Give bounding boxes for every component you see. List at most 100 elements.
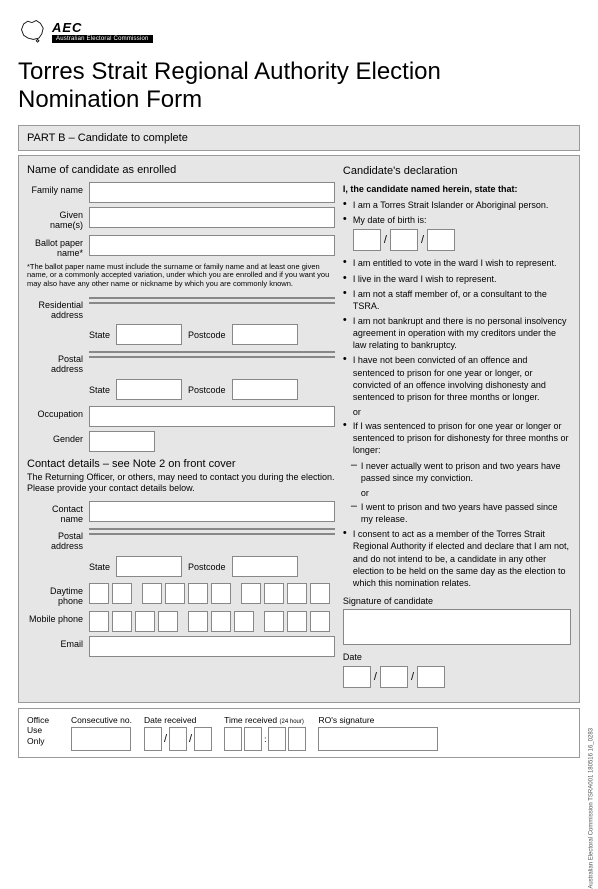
declaration-subitem: I went to prison and two years have pass…	[351, 501, 571, 525]
or-text: or	[361, 487, 571, 499]
main-panel: Name of candidate as enrolled Family nam…	[18, 155, 580, 703]
time-received-box[interactable]	[244, 727, 262, 751]
postcode-label: Postcode	[188, 330, 226, 340]
daytime-phone-box[interactable]	[112, 583, 132, 604]
part-b-header: PART B – Candidate to complete	[18, 125, 580, 151]
contact-section-desc: The Returning Officer, or others, may ne…	[27, 472, 335, 495]
daytime-phone-box[interactable]	[211, 583, 231, 604]
given-names-input[interactable]	[89, 207, 335, 228]
postal-address-label: Postal address	[27, 351, 89, 375]
office-use-label: Office Use Only	[27, 715, 59, 746]
residential-address-input-2[interactable]	[89, 302, 335, 304]
australia-map-icon	[18, 18, 46, 44]
name-section-title: Name of candidate as enrolled	[27, 164, 335, 176]
daytime-phone-box[interactable]	[310, 583, 330, 604]
mobile-phone-box[interactable]	[188, 611, 208, 632]
date-received-box[interactable]	[169, 727, 187, 751]
declaration-item: I consent to act as a member of the Torr…	[343, 528, 571, 589]
family-name-input[interactable]	[89, 182, 335, 203]
contact-postal-label: Postal address	[27, 528, 89, 552]
daytime-phone-box[interactable]	[165, 583, 185, 604]
mobile-phone-box[interactable]	[287, 611, 307, 632]
dob-month-input[interactable]	[390, 229, 418, 251]
mobile-phone-box[interactable]	[89, 611, 109, 632]
mobile-phone-label: Mobile phone	[27, 611, 89, 625]
declaration-item: I have not been convicted of an offence …	[343, 354, 571, 403]
sig-date-day-input[interactable]	[343, 666, 371, 688]
date-received-box[interactable]	[194, 727, 212, 751]
or-text: or	[353, 406, 571, 418]
daytime-phone-label: Daytime phone	[27, 583, 89, 607]
daytime-phone-box[interactable]	[264, 583, 284, 604]
declaration-item: My date of birth is:	[343, 214, 571, 226]
time-received-box[interactable]	[288, 727, 306, 751]
daytime-phone-box[interactable]	[241, 583, 261, 604]
time-received-note: (24 hour)	[280, 719, 304, 725]
contact-section-title: Contact details – see Note 2 on front co…	[27, 458, 335, 470]
dob-year-input[interactable]	[427, 229, 455, 251]
contact-postal-input-1[interactable]	[89, 528, 335, 530]
consecutive-input[interactable]	[71, 727, 131, 751]
consecutive-label: Consecutive no.	[71, 715, 132, 725]
daytime-phone-box[interactable]	[188, 583, 208, 604]
daytime-phone-box[interactable]	[142, 583, 162, 604]
sig-date-month-input[interactable]	[380, 666, 408, 688]
contact-state-input[interactable]	[116, 556, 182, 577]
daytime-phone-box[interactable]	[89, 583, 109, 604]
time-received-label: Time received	[224, 715, 277, 725]
declaration-subitem: I never actually went to prison and two …	[351, 460, 571, 484]
logo-subtitle: Australian Electoral Commission	[52, 35, 153, 43]
occupation-input[interactable]	[89, 406, 335, 427]
declaration-item: I am not bankrupt and there is no person…	[343, 315, 571, 351]
office-use-panel: Office Use Only Consecutive no. Date rec…	[18, 708, 580, 758]
ro-signature-input[interactable]	[318, 727, 438, 751]
mobile-phone-box[interactable]	[158, 611, 178, 632]
state-label: State	[89, 330, 110, 340]
contact-name-label: Contact name	[27, 501, 89, 525]
residential-address-label: Residential address	[27, 297, 89, 321]
sig-date-year-input[interactable]	[417, 666, 445, 688]
mobile-phone-box[interactable]	[234, 611, 254, 632]
occupation-label: Occupation	[27, 406, 89, 420]
signature-input[interactable]	[343, 609, 571, 645]
mobile-phone-box[interactable]	[112, 611, 132, 632]
gender-label: Gender	[27, 431, 89, 445]
residential-address-input-1[interactable]	[89, 297, 335, 299]
mobile-phone-box[interactable]	[264, 611, 284, 632]
residential-state-input[interactable]	[116, 324, 182, 345]
postal-state-input[interactable]	[116, 379, 182, 400]
time-received-box[interactable]	[268, 727, 286, 751]
date-received-box[interactable]	[144, 727, 162, 751]
date-label: Date	[343, 651, 571, 663]
email-input[interactable]	[89, 636, 335, 657]
ballot-hint: *The ballot paper name must include the …	[27, 263, 335, 289]
date-received-label: Date received	[144, 715, 212, 725]
gender-input[interactable]	[89, 431, 155, 452]
residential-postcode-input[interactable]	[232, 324, 298, 345]
family-name-label: Family name	[27, 182, 89, 196]
ro-signature-label: RO's signature	[318, 715, 438, 725]
postal-address-input-2[interactable]	[89, 356, 335, 358]
email-label: Email	[27, 636, 89, 650]
mobile-phone-box[interactable]	[211, 611, 231, 632]
mobile-phone-box[interactable]	[310, 611, 330, 632]
time-received-box[interactable]	[224, 727, 242, 751]
ballot-name-input[interactable]	[89, 235, 335, 256]
contact-postcode-input[interactable]	[232, 556, 298, 577]
postal-address-input-1[interactable]	[89, 351, 335, 353]
declaration-item: I live in the ward I wish to represent.	[343, 273, 571, 285]
declaration-lead: I, the candidate named herein, state tha…	[343, 183, 571, 195]
declaration-item: If I was sentenced to prison for one yea…	[343, 420, 571, 456]
mobile-phone-box[interactable]	[135, 611, 155, 632]
declaration-heading: Candidate's declaration	[343, 164, 571, 179]
dob-day-input[interactable]	[353, 229, 381, 251]
logo-acronym: AEC	[52, 20, 153, 35]
postal-postcode-input[interactable]	[232, 379, 298, 400]
declaration-item: I am entitled to vote in the ward I wish…	[343, 257, 571, 269]
daytime-phone-box[interactable]	[287, 583, 307, 604]
contact-postal-input-2[interactable]	[89, 533, 335, 535]
contact-name-input[interactable]	[89, 501, 335, 522]
declaration-item: I am not a staff member of, or a consult…	[343, 288, 571, 312]
document-code: Australian Electoral Commission TSRA001 …	[589, 728, 595, 889]
page-title: Torres Strait Regional Authority Electio…	[18, 58, 580, 113]
